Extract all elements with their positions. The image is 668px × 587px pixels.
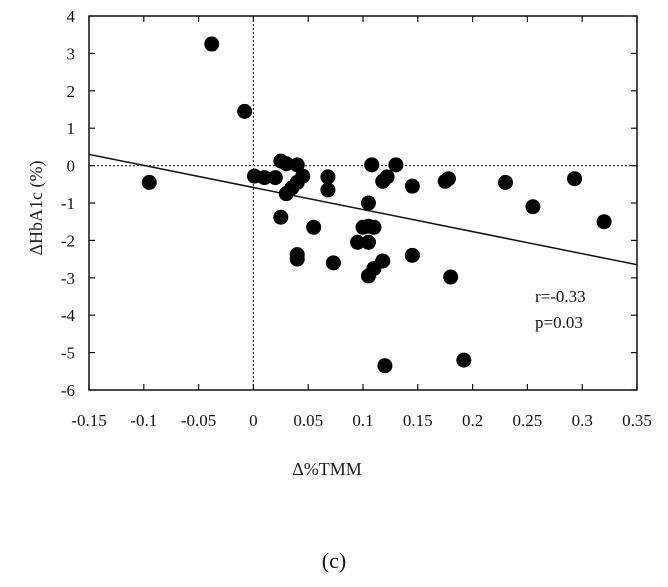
scatter-chart: -0.15 -0.1 -0.05 0 0.05 0.1 0.15 0.2 0.25 0.3 0.35… xyxy=(26,7,652,479)
data-point xyxy=(596,214,612,230)
annotation-r: r=-0.33 xyxy=(535,287,586,306)
data-point xyxy=(273,209,289,225)
y-tick-label: 0 xyxy=(67,157,76,176)
x-tick-label: -0.1 xyxy=(130,411,157,430)
data-point xyxy=(289,157,305,173)
data-point xyxy=(320,169,336,185)
y-tick-label: -5 xyxy=(61,344,75,363)
y-tick-label: 1 xyxy=(67,119,76,138)
x-tick-label: -0.05 xyxy=(181,411,216,430)
x-tick-label: 0 xyxy=(249,411,258,430)
y-tick-label: 2 xyxy=(67,82,76,101)
data-point xyxy=(278,156,294,172)
data-point xyxy=(350,234,366,250)
data-point xyxy=(360,195,376,211)
y-tick-label: -3 xyxy=(61,269,75,288)
data-point xyxy=(443,269,459,285)
y-tick-label: -2 xyxy=(61,231,75,250)
data-point xyxy=(404,178,420,194)
x-tick-label: 0.1 xyxy=(352,411,373,430)
data-point xyxy=(306,219,322,235)
x-tick-label: 0.2 xyxy=(462,411,483,430)
regression-line xyxy=(88,153,638,266)
data-point xyxy=(204,36,220,52)
x-tick-label: -0.15 xyxy=(71,411,106,430)
data-point xyxy=(567,171,583,187)
y-tick-label: 4 xyxy=(67,7,76,26)
data-point xyxy=(320,182,336,198)
data-point xyxy=(440,171,456,187)
data-point xyxy=(404,247,420,263)
data-point xyxy=(379,169,395,185)
annotation-p: p=0.03 xyxy=(535,313,583,332)
data-point xyxy=(497,174,513,190)
figure-caption: (c) xyxy=(321,548,347,573)
data-point xyxy=(456,352,472,368)
x-axis-title: Δ%TMM xyxy=(292,459,362,479)
data-point xyxy=(388,157,404,173)
data-point xyxy=(141,174,157,190)
y-axis-title: ΔHbA1c (%) xyxy=(26,160,47,255)
data-point xyxy=(267,170,283,186)
data-point xyxy=(366,219,382,235)
data-point xyxy=(360,234,376,250)
x-tick-label: 0.3 xyxy=(572,411,593,430)
data-point xyxy=(525,199,541,215)
data-point xyxy=(364,157,380,173)
data-point xyxy=(375,253,391,269)
data-point xyxy=(256,170,272,186)
y-tick-label: -4 xyxy=(61,306,76,325)
x-tick-label: 0.05 xyxy=(293,411,323,430)
data-point xyxy=(295,168,311,184)
data-point xyxy=(377,358,393,374)
x-tick-label: 0.35 xyxy=(622,411,652,430)
y-tick-label: 3 xyxy=(67,44,76,63)
x-tick-label: 0.15 xyxy=(403,411,433,430)
data-point xyxy=(289,251,305,267)
x-tick-label: 0.25 xyxy=(513,411,543,430)
data-point xyxy=(237,103,253,119)
data-point xyxy=(325,255,341,271)
y-tick-label: -6 xyxy=(61,381,75,400)
y-tick-label: -1 xyxy=(61,194,75,213)
